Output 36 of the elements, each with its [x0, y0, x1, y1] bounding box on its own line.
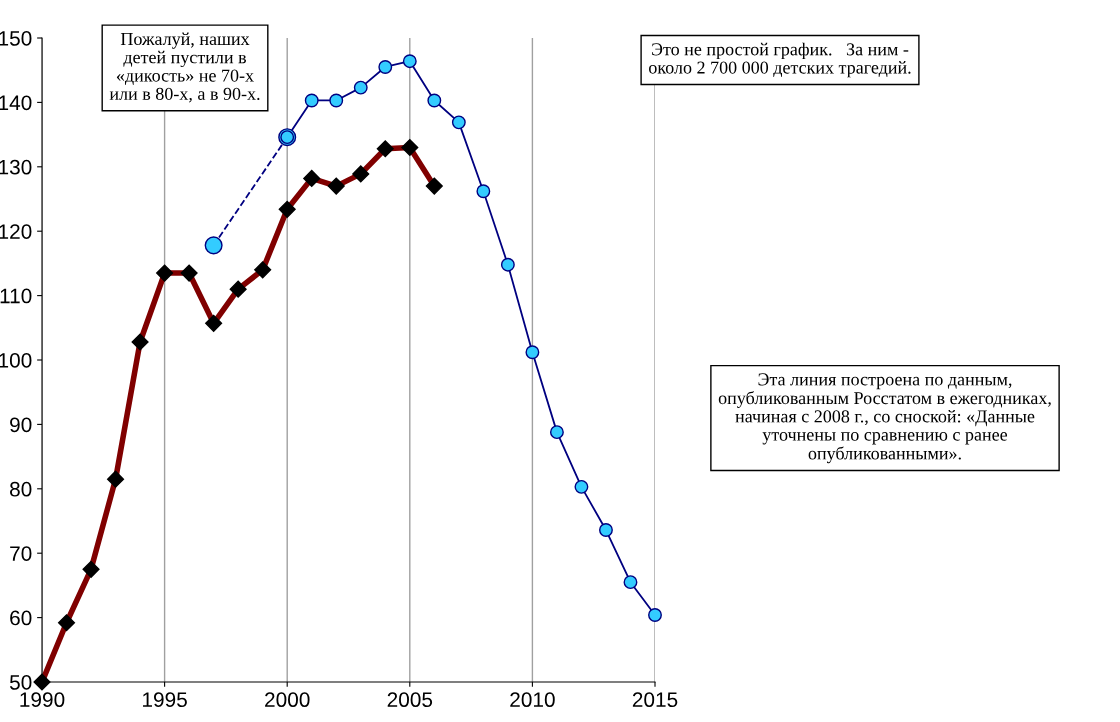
point	[402, 54, 417, 69]
point	[599, 523, 613, 537]
x-tick-label: 2000	[265, 692, 310, 708]
annotation: Это не простой график. За ним - около 2 700 000 детских трагедий.	[649, 42, 911, 78]
point	[451, 115, 466, 130]
x-tick-label: 1995	[143, 692, 187, 708]
point	[329, 93, 344, 108]
y-tick-label: 60	[10, 610, 32, 626]
point	[648, 608, 662, 622]
x-tick-label: 2005	[387, 692, 433, 708]
y-tick-label: 80	[10, 481, 32, 497]
point	[353, 80, 368, 95]
y-tick-label: 70	[10, 546, 32, 561]
text: Эта линия построена по данным, опубликованным Росстатом в ежегодниках, начиная с 2008 г., со сноской: «Данные уточнены по сравнению с ранее опубликованными».	[718, 373, 1051, 464]
y-tick-label: 140	[0, 95, 32, 111]
annotation: Пожалуй, наших детей пустили в «дикость» не 70-х или в 80-х, а в 90-х.	[109, 32, 260, 103]
y-tick-label: 100	[0, 353, 32, 368]
point	[476, 184, 491, 199]
y-tick-label: 90	[10, 417, 32, 433]
y-tick-label: 50	[9, 675, 32, 690]
point	[623, 575, 638, 590]
point	[500, 257, 515, 272]
point	[304, 93, 319, 108]
point	[574, 479, 589, 494]
y-tick-label: 150	[0, 31, 32, 46]
y-tick-label: 120	[0, 224, 32, 239]
point	[427, 93, 442, 108]
point	[549, 425, 564, 440]
x-tick-label: 1990	[20, 692, 65, 708]
point	[525, 345, 540, 360]
y-tick-label: 130	[0, 159, 32, 175]
x-tick-label: 2015	[632, 692, 678, 708]
point	[204, 236, 223, 255]
y-tick-label: 110	[0, 288, 32, 304]
point	[378, 60, 393, 74]
x-tick-label: 2010	[510, 692, 555, 708]
